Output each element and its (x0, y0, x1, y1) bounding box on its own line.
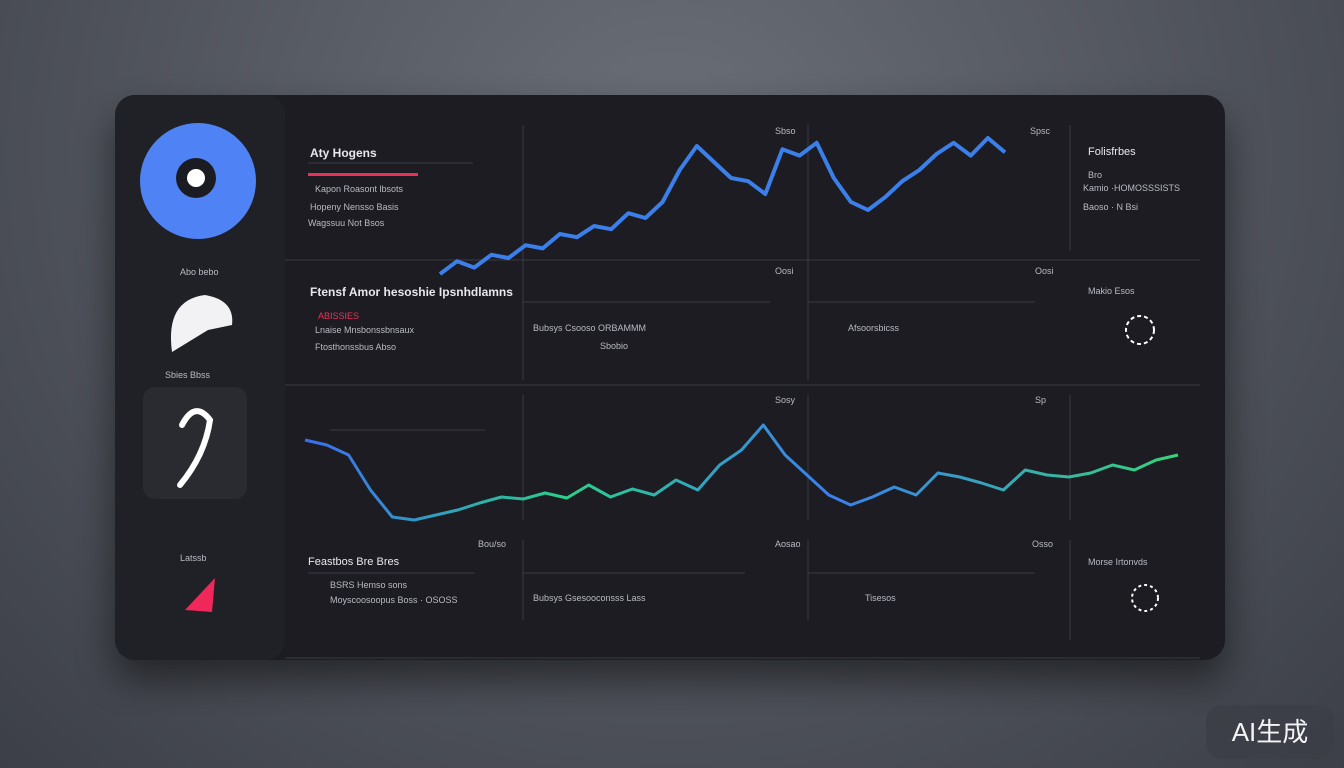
alert: ABISSIES (318, 311, 360, 321)
text: Ftosthonssbus Abso (315, 342, 397, 352)
tag: Oosi (775, 266, 794, 276)
nav-icon[interactable] (170, 295, 233, 352)
chart-line (304, 423, 1179, 522)
logo-dot (187, 169, 205, 187)
text: Kapon Roasont lbsots (315, 184, 404, 194)
metric: Sbobio (600, 341, 629, 351)
watermark: AI生成 (1206, 705, 1334, 759)
tag: Spsc (1030, 126, 1051, 136)
metric: Afsoorsbicss (848, 323, 900, 333)
sidebar (115, 95, 285, 660)
text: Moyscoosoopus Boss · OSOSS (330, 595, 458, 605)
side-title: Morse Irtonvds (1088, 557, 1148, 567)
tag: Bou/so (478, 539, 507, 549)
tag: Oosi (1035, 266, 1054, 276)
card (115, 95, 1225, 660)
text: Lnaise Mnsbonssbnsaux (315, 325, 415, 335)
nav-label: Abo bebo (180, 267, 219, 277)
metric: Tisesos (865, 593, 896, 603)
nav-label: Latssb (180, 553, 207, 563)
dividers (285, 125, 1200, 659)
panel-title: Aty Hogens (310, 146, 377, 160)
side-title: Makio Esos (1088, 286, 1135, 296)
accent-bar (308, 173, 418, 176)
side-title: Folisfrbes (1088, 146, 1136, 158)
text: Kamio ·HOMOSSSISTS (1083, 183, 1181, 193)
nav-icon (177, 408, 214, 488)
text: Bro (1088, 170, 1103, 180)
text: Wagssuu Not Bsos (308, 218, 385, 228)
widget-icon[interactable] (1131, 584, 1159, 612)
text: Hopeny Nensso Basis (310, 202, 399, 212)
text: BSRS Hemso sons (330, 580, 408, 590)
tag: Sbso (775, 126, 796, 136)
panel-title: Feastbos Bre Bres (308, 556, 400, 568)
nav-active[interactable] (143, 387, 247, 499)
panel-title: Ftensf Amor hesoshie Ipsnhdlamns (310, 285, 513, 299)
tag: Aosao (775, 539, 801, 549)
tag: Sp (1035, 395, 1047, 405)
metric: Bubsys Gsesooconsss Lass (533, 593, 646, 603)
tag: Osso (1032, 539, 1054, 549)
widget-icon[interactable] (1125, 315, 1155, 345)
text: Baoso · N Bsi (1083, 202, 1139, 212)
metric: Bubsys Csooso ORBAMMM (533, 323, 647, 333)
tag: Sosy (775, 395, 796, 405)
nav-icon[interactable] (185, 578, 215, 612)
nav-label: Sbies Bbss (165, 370, 211, 380)
chart-line (438, 136, 1007, 276)
